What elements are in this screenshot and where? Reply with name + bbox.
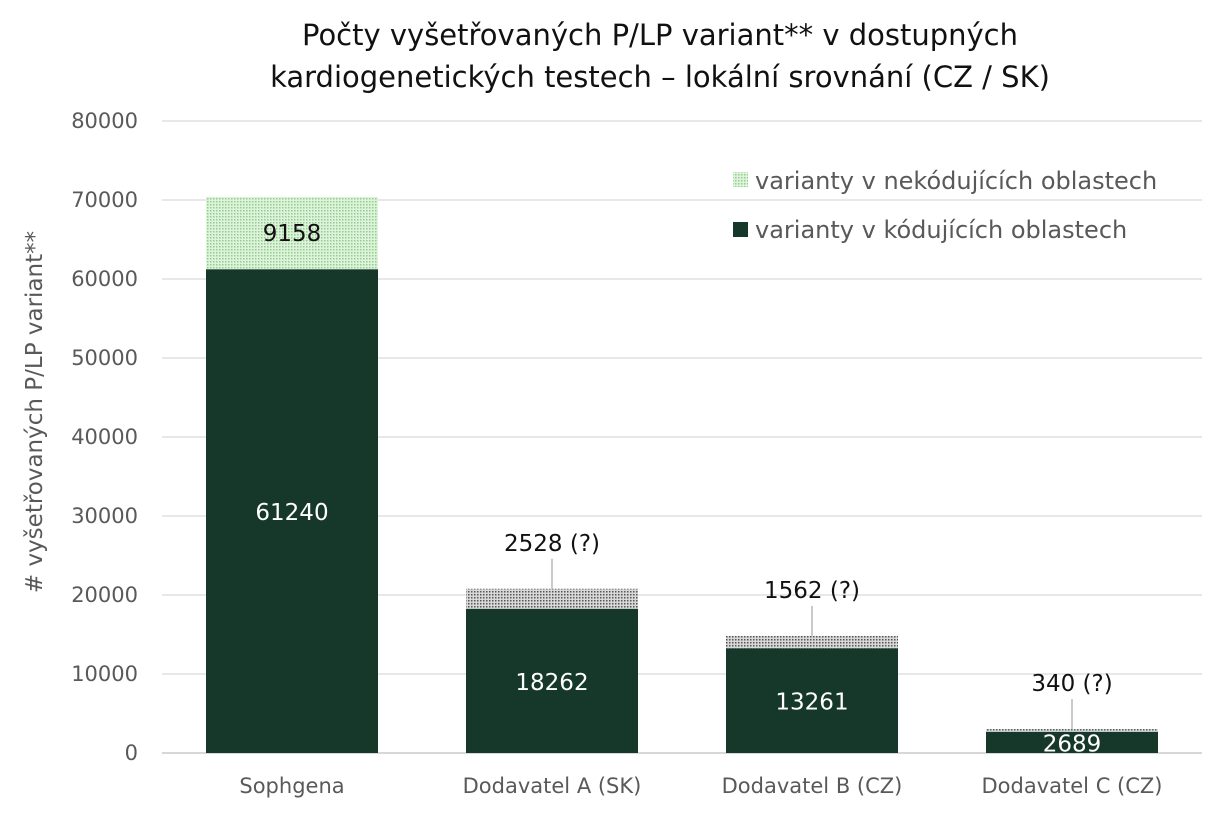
y-tick-label: 70000 (71, 188, 138, 212)
bar-coding (466, 608, 638, 753)
y-axis-ticks: 0 10000 20000 30000 40000 50000 60000 70000 8000… (71, 109, 138, 765)
data-label-noncoding: 2528 (?) (504, 531, 600, 557)
data-label-coding: 18262 (515, 670, 588, 696)
bar-coding (726, 648, 898, 753)
y-tick-label: 30000 (71, 504, 138, 528)
bar-noncoding (986, 729, 1158, 732)
chart-title-line-1: Počty vyšetřovaných P/LP variant** v dos… (302, 18, 1018, 52)
bars (206, 196, 1158, 753)
legend-label-noncoding: varianty v nekódujících oblastech (755, 167, 1157, 195)
y-axis-label: # vyšetřovaných P/LP variant** (22, 231, 48, 593)
data-labels: 61240 9158 18262 2528 (?) 13261 1562 (?) 2689 3… (255, 221, 1112, 757)
data-label-noncoding: 9158 (263, 221, 322, 247)
y-tick-label: 80000 (71, 109, 138, 133)
bar-coding (206, 269, 378, 753)
x-category-label: Dodavatel A (SK) (463, 774, 642, 798)
bar-noncoding (726, 635, 898, 649)
x-category-label: Dodavatel B (CZ) (722, 774, 903, 798)
data-label-noncoding: 1562 (?) (764, 578, 860, 604)
y-tick-label: 50000 (71, 346, 138, 370)
legend-swatch-coding (733, 222, 748, 237)
x-category-label: Sophgena (239, 774, 344, 798)
data-label-coding: 13261 (775, 690, 848, 716)
legend-label-coding: varianty v kódujících oblastech (755, 216, 1127, 244)
chart-title-line-2: kardiogenetických testech – lokální srov… (270, 60, 1050, 94)
bar-noncoding (466, 588, 638, 609)
y-tick-label: 40000 (71, 425, 138, 449)
y-tick-label: 60000 (71, 267, 138, 291)
bar-coding (986, 731, 1158, 753)
y-tick-label: 20000 (71, 583, 138, 607)
data-label-coding: 61240 (255, 500, 328, 526)
legend: varianty v nekódujících oblastech varian… (733, 167, 1157, 244)
bar-noncoding (206, 196, 378, 270)
data-label-noncoding: 340 (?) (1031, 671, 1112, 697)
y-tick-label: 10000 (71, 662, 138, 686)
x-category-label: Dodavatel C (CZ) (982, 774, 1163, 798)
data-label-coding: 2689 (1043, 731, 1102, 757)
x-axis-categories: Sophgena Dodavatel A (SK) Dodavatel B (CZ)… (239, 774, 1162, 798)
y-tick-label: 0 (125, 741, 138, 765)
legend-swatch-noncoding (733, 172, 748, 187)
